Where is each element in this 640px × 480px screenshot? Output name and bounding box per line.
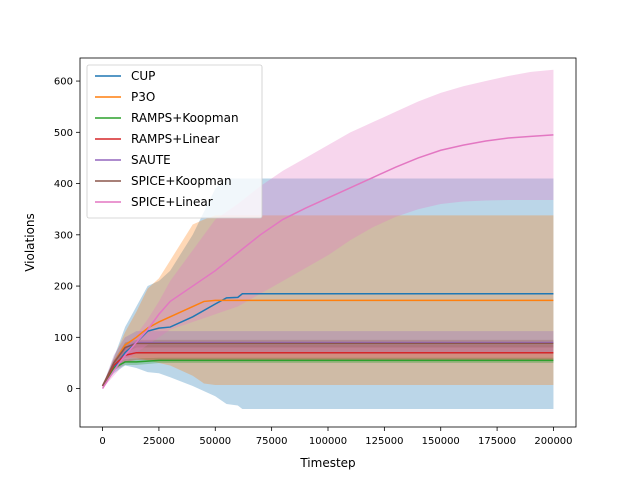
y-axis-label: Violations — [23, 213, 37, 272]
x-tick-label: 50000 — [199, 436, 231, 447]
x-axis-label: Timestep — [299, 456, 355, 470]
cup-line — [101, 293, 554, 387]
series-lines — [101, 134, 554, 389]
legend-label-saute: SAUTE — [131, 153, 171, 167]
y-tick-label: 100 — [54, 333, 73, 344]
legend-label-p3o: P3O — [131, 90, 155, 104]
legend: CUP P3O RAMPS+Koopman RAMPS+Linear SAUTE SPIC… — [86, 64, 263, 219]
legend-label-spice-linear: SPICE+Linear — [131, 195, 213, 209]
x-tick-label: 125000 — [365, 436, 403, 447]
x-tick-label: 100000 — [309, 436, 347, 447]
legend-box — [86, 64, 263, 219]
legend-label-ramps-koopman: RAMPS+Koopman — [131, 111, 239, 125]
legend-label-cup: CUP — [131, 69, 155, 83]
spice-koopman-band — [102, 339, 554, 386]
p3o-line — [101, 299, 554, 387]
y-tick-label: 400 — [54, 179, 73, 190]
y-tick-label: 600 — [54, 77, 73, 88]
x-axis-ticks: 0 25000 50000 75000 100000 125000 150000 175000… — [99, 427, 573, 447]
y-tick-label: 200 — [54, 282, 73, 293]
x-tick-label: 75000 — [256, 436, 288, 447]
x-tick-label: 150000 — [422, 436, 460, 447]
x-tick-label: 200000 — [534, 436, 572, 447]
spice-linear-line — [101, 134, 554, 389]
legend-label-ramps-linear: RAMPS+Linear — [131, 132, 220, 146]
ramps-koopman-line — [101, 359, 554, 387]
x-tick-label: 0 — [99, 436, 105, 447]
saute-band — [102, 331, 554, 386]
spice-koopman-line — [101, 342, 554, 387]
y-axis-ticks: 0 100 200 300 400 500 600 — [54, 77, 80, 395]
y-tick-label: 300 — [54, 230, 73, 241]
ramps-linear-band — [102, 345, 554, 386]
legend-label-spice-koopman: SPICE+Koopman — [131, 174, 232, 188]
y-tick-label: 500 — [54, 128, 73, 139]
x-tick-label: 175000 — [478, 436, 516, 447]
y-tick-label: 0 — [67, 384, 73, 395]
x-tick-label: 25000 — [143, 436, 175, 447]
